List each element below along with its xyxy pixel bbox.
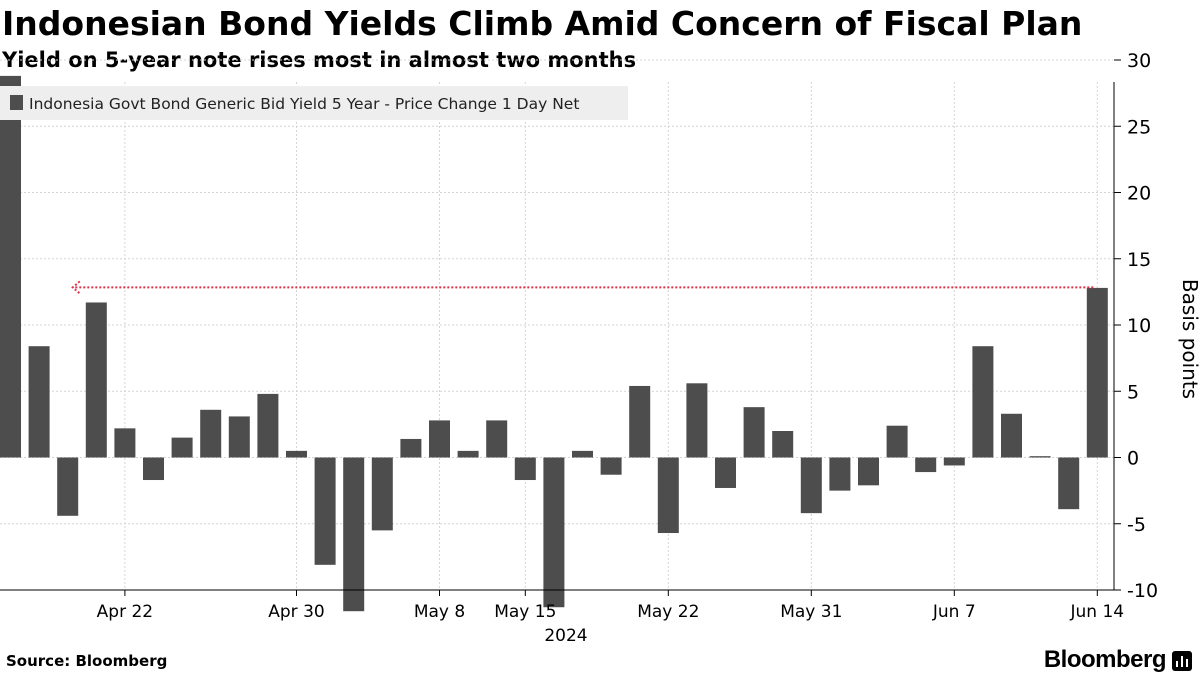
- bar: [314, 457, 336, 565]
- y-tick-label: 0: [1127, 448, 1139, 470]
- bar: [972, 346, 994, 458]
- bar: [600, 457, 622, 475]
- bar: [28, 346, 50, 458]
- bar: [57, 457, 79, 516]
- legend-swatch: [10, 95, 23, 110]
- x-tick-label: Jun 7: [932, 602, 976, 622]
- annotation-arrow: [71, 280, 1094, 295]
- chart-subtitle: Yield on 5-year note rises most in almos…: [2, 48, 637, 72]
- bar: [143, 457, 164, 481]
- bar: [629, 385, 651, 458]
- y-tick-label: 20: [1127, 183, 1151, 205]
- bar: [829, 457, 851, 491]
- bar: [429, 420, 450, 458]
- y-tick-label: 25: [1127, 116, 1151, 138]
- bloomberg-mark-icon: [1172, 651, 1192, 671]
- bar: [371, 457, 393, 531]
- y-tick-label: 15: [1127, 249, 1151, 271]
- x-tick-label: May 15: [494, 602, 556, 622]
- x-axis: Apr 22 Apr 30 May 8 May 15 May 22 May 31 Jun 7…: [0, 589, 1124, 622]
- x-tick-label: May 31: [780, 602, 842, 622]
- y-tick-label: -10: [1127, 580, 1158, 602]
- bar: [800, 457, 822, 514]
- bar: [686, 383, 708, 458]
- bar: [343, 457, 365, 612]
- bar: [0, 75, 21, 458]
- bar: [715, 457, 736, 488]
- bar-series: [0, 75, 1108, 612]
- bar: [171, 437, 193, 458]
- bar: [400, 438, 422, 458]
- chart-title: Indonesian Bond Yields Climb Amid Concer…: [2, 4, 1083, 43]
- bar: [943, 457, 965, 466]
- bar: [543, 457, 565, 608]
- x-tick-label: Jun 14: [1069, 602, 1124, 622]
- x-tick-label: Apr 22: [97, 602, 153, 622]
- bar: [1058, 457, 1080, 510]
- source-note: Source: Bloomberg: [6, 652, 168, 670]
- bar: [228, 416, 250, 458]
- x-tick-label: May 22: [637, 602, 699, 622]
- bar: [858, 457, 879, 486]
- bar-chart: Indonesia Govt Bond Generic Bid Yield 5 …: [0, 50, 1200, 645]
- y-tick-label: 30: [1127, 50, 1151, 72]
- bar: [1086, 287, 1108, 458]
- bar: [743, 407, 765, 458]
- x-axis-year-label: 2024: [544, 626, 587, 645]
- y-tick-label: 10: [1127, 315, 1151, 337]
- bar: [886, 425, 908, 458]
- y-tick-label: -5: [1127, 514, 1146, 536]
- bar: [457, 450, 479, 458]
- bloomberg-logo: Bloomberg: [1043, 646, 1167, 673]
- bar: [572, 450, 593, 458]
- bar: [257, 393, 279, 458]
- bar: [1001, 413, 1022, 458]
- bar: [200, 409, 222, 458]
- bar: [915, 457, 937, 473]
- x-tick-label: May 8: [414, 602, 465, 622]
- x-tick-label: Apr 30: [268, 602, 324, 622]
- bar: [85, 302, 107, 458]
- bar: [114, 428, 136, 458]
- annotation-arrowhead: [71, 280, 81, 295]
- bar: [657, 457, 679, 534]
- bar: [514, 457, 536, 481]
- legend: Indonesia Govt Bond Generic Bid Yield 5 …: [0, 86, 628, 120]
- legend-background: [0, 86, 628, 120]
- bar: [772, 431, 794, 458]
- bar: [486, 420, 508, 458]
- y-tick-label: 5: [1127, 381, 1139, 403]
- bar: [1029, 456, 1051, 458]
- legend-label: Indonesia Govt Bond Generic Bid Yield 5 …: [29, 95, 579, 113]
- bar: [286, 450, 307, 458]
- y-axis-label: Basis points: [1178, 279, 1200, 399]
